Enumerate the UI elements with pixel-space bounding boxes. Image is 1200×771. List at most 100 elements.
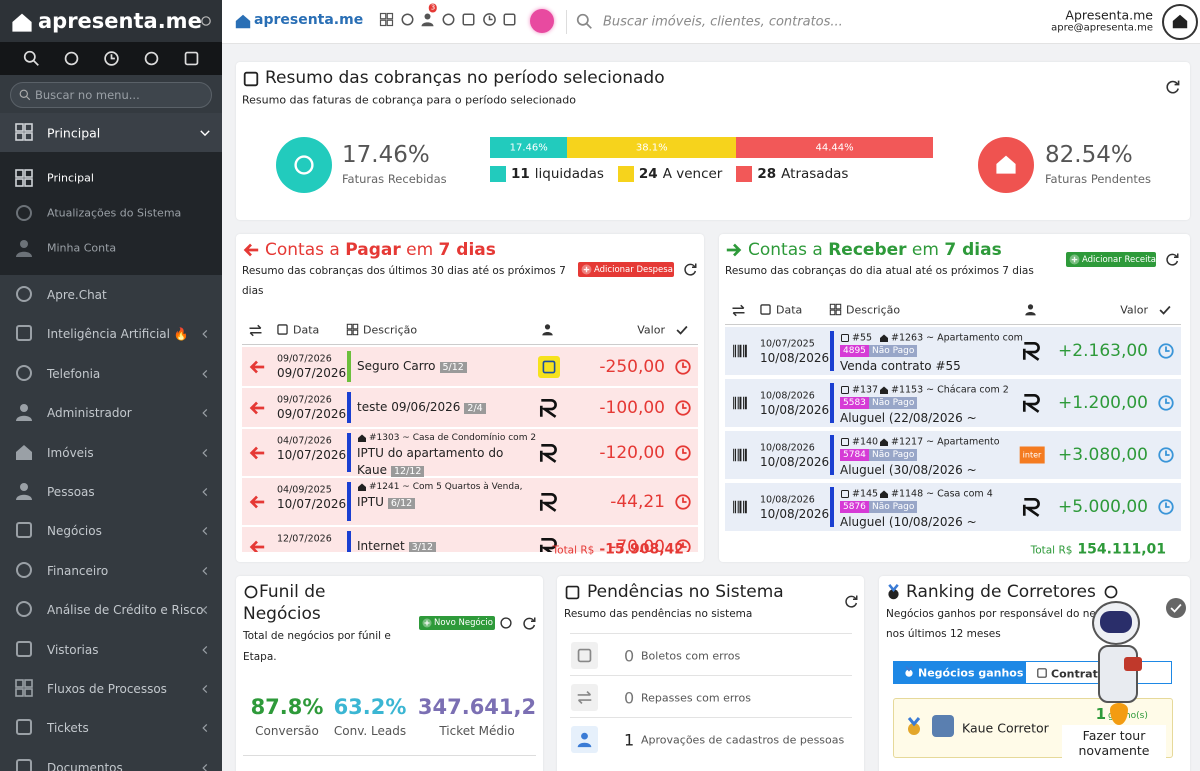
icon <box>16 483 32 500</box>
description-text: IPTU <box>357 495 384 509</box>
icon[interactable] <box>143 50 160 67</box>
icon[interactable] <box>502 12 517 27</box>
pending-item[interactable]: 0 Boletos com erros <box>570 633 852 675</box>
menu-item[interactable]: Análise de Crédito e Risco <box>0 590 222 629</box>
submenu-label: Atualizações do Sistema <box>47 206 182 220</box>
divider <box>566 10 567 34</box>
legend: 11 liquidadas 24 A vencer 28 Atrasadas <box>490 166 848 182</box>
bar-label: 38.1% <box>635 142 668 153</box>
menu-section[interactable]: Principal <box>0 113 222 152</box>
menu-item[interactable]: Negócios <box>0 511 222 550</box>
date-paid: 10/07/2026 <box>277 497 347 511</box>
icon <box>15 679 33 697</box>
menu-item[interactable]: Vistorias <box>0 630 222 669</box>
menu-item[interactable]: Documentos <box>0 748 222 771</box>
tour-close[interactable] <box>1166 598 1186 618</box>
legend-label: liquidadas <box>534 166 604 182</box>
menu-item[interactable]: Pessoas <box>0 472 222 511</box>
add-button[interactable]: Novo Negócio <box>419 616 495 630</box>
submenu-item[interactable]: Minha Conta <box>0 231 222 266</box>
icon[interactable] <box>683 262 698 277</box>
legend-label: A vencer <box>662 166 723 182</box>
icon[interactable] <box>23 50 40 67</box>
pending-label: Repasses com erros <box>641 691 751 705</box>
add-button[interactable]: Adicionar Despesa <box>578 262 674 277</box>
user-name: Apresenta.me <box>1065 7 1153 23</box>
description: Venda contrato #55 <box>840 359 961 373</box>
card-subtitle: Resumo das cobranças dos últimos 30 dias… <box>242 265 566 297</box>
property-ref: #1263 ~ Apartamento com <box>891 332 1023 344</box>
menu-item[interactable]: Telefonia <box>0 354 222 393</box>
icon[interactable] <box>183 50 200 67</box>
brand-bar <box>0 0 222 42</box>
icon[interactable] <box>844 594 859 609</box>
icon <box>277 324 288 335</box>
icon <box>243 243 259 257</box>
row[interactable]: 04/09/2025 10/07/2026 #1241 ~ Com 5 Quarto… <box>242 478 698 525</box>
icon[interactable] <box>63 50 80 67</box>
row[interactable]: 10/07/2025 10/08/2026 #55 #1263 ~ Apartamen… <box>725 327 1181 375</box>
menu-item[interactable]: Fluxos de Processos <box>0 669 222 708</box>
menu-label: Documentos <box>47 760 123 771</box>
icon <box>16 404 32 422</box>
menu-item[interactable]: Apre.Chat <box>0 275 222 314</box>
pending-item[interactable]: 0 Repasses com erros <box>570 675 852 717</box>
icon <box>880 334 888 342</box>
ai-button[interactable] <box>530 9 554 33</box>
row[interactable]: 10/08/2026 10/08/2026 #137 #1153 ~ Chácara … <box>725 379 1181 427</box>
icon <box>841 334 849 342</box>
stat-label: Conversão <box>255 724 319 738</box>
menu-item[interactable]: Tickets <box>0 708 222 747</box>
add-button[interactable]: Adicionar Receita <box>1066 252 1156 267</box>
menu-item[interactable]: Imóveis <box>0 433 222 472</box>
row[interactable]: 10/08/2026 10/08/2026 #145 #1148 ~ Casa com… <box>725 483 1181 531</box>
icon <box>1069 254 1080 265</box>
icon[interactable] <box>379 12 394 27</box>
menu-item[interactable]: Financeiro <box>0 551 222 590</box>
submenu-item[interactable]: Atualizações do Sistema <box>0 196 222 231</box>
pending-item[interactable]: 1 Aprovações de cadastros de pessoas <box>570 717 852 759</box>
icon <box>200 130 210 137</box>
menu-label: Vistorias <box>47 642 99 657</box>
legend-item: 28 Atrasadas <box>736 166 848 182</box>
row[interactable]: 04/07/2026 10/07/2026 #1303 ~ Casa de Cond… <box>242 429 698 477</box>
tab[interactable]: Negócios ganhos <box>893 661 1025 684</box>
icon <box>16 364 32 381</box>
row[interactable]: 09/07/2026 09/07/2026 Seguro Carro 5/12 -250… <box>242 347 698 386</box>
row[interactable]: 12/07/2026 Internet 3/12 -70,00 <box>242 527 698 552</box>
icon[interactable] <box>461 12 476 27</box>
icon <box>1022 341 1040 361</box>
global-search-placeholder[interactable]: Buscar imóveis, clientes, contratos... <box>603 14 843 30</box>
column-header: Data <box>776 303 803 317</box>
description-text: teste 09/06/2026 <box>357 399 461 414</box>
tour-helper[interactable]: Fazer tour novamente <box>1058 595 1170 771</box>
icon[interactable] <box>482 12 497 27</box>
icon <box>841 438 849 446</box>
icon <box>1037 668 1047 678</box>
icon[interactable] <box>103 50 120 67</box>
avatar[interactable] <box>1162 4 1198 40</box>
row-color-bar <box>347 433 351 472</box>
column-header: Data <box>293 323 320 337</box>
icon <box>1158 395 1174 411</box>
icon[interactable] <box>441 12 456 27</box>
icon[interactable] <box>1165 252 1180 267</box>
menu-item[interactable]: Administrador <box>0 393 222 432</box>
menu-item[interactable]: Inteligência Artificial 🔥 <box>0 314 222 353</box>
add-button-label: Adicionar Receita <box>1082 254 1157 265</box>
icon[interactable] <box>522 616 537 631</box>
icon[interactable] <box>1165 79 1181 95</box>
menu-search[interactable]: Buscar no menu... <box>10 82 212 108</box>
legend-swatch <box>617 166 634 182</box>
icon[interactable] <box>499 616 513 630</box>
row[interactable]: 09/07/2026 09/07/2026 teste 09/06/2026 2/4 -… <box>242 388 698 427</box>
bar-segment: 44.44% <box>736 137 933 158</box>
card-title: Contas a Receber em 7 dias <box>748 240 1002 260</box>
separator <box>243 755 536 756</box>
icon <box>539 398 557 418</box>
submenu-item[interactable]: Principal <box>0 161 222 196</box>
bar-label: 44.44% <box>815 142 854 153</box>
icon[interactable] <box>420 12 435 27</box>
row[interactable]: 10/08/2026 10/08/2026 #140 #1217 ~ Apartame… <box>725 431 1181 479</box>
icon[interactable] <box>400 12 415 27</box>
